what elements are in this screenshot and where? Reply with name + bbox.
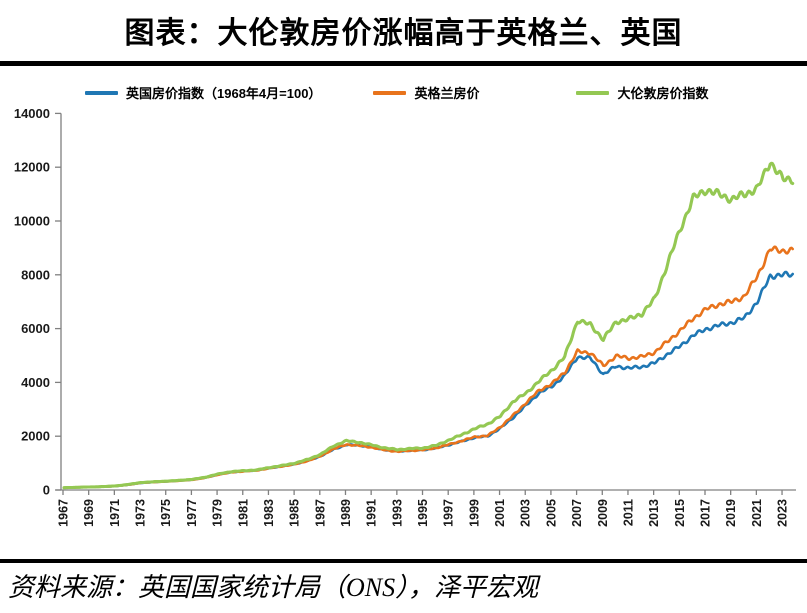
x-tick-label: 1971 [108,499,122,527]
x-tick-label: 2003 [519,499,533,527]
y-tick-label: 0 [43,483,50,498]
legend-item-england: 英格兰房价 [373,83,479,102]
title-divider [0,61,807,66]
series-line-1 [62,245,795,490]
x-tick-label: 1983 [262,499,276,527]
x-tick-label: 1997 [442,499,456,527]
x-tick-label: 1973 [134,499,148,527]
london-line-swatch-icon [576,90,610,95]
england-line-swatch-icon [373,90,407,95]
x-tick-label: 1991 [365,499,379,527]
x-tick-label: 1989 [339,499,353,527]
y-tick-label: 4000 [21,375,50,390]
x-tick-label: 2007 [570,499,584,527]
x-tick-label: 2013 [647,499,661,527]
axes [56,113,796,491]
house-price-line-chart: 0 2000 4000 6000 8000 10000 12000 14000 1967 1969… [14,106,796,527]
y-axis-labels: 0 2000 4000 6000 8000 10000 12000 14000 [14,106,61,498]
series-line-0 [62,270,795,490]
chart-legend: 英国房价指数（1968年4月=100） 英格兰房价 大伦敦房价指数 [0,83,807,102]
x-tick-label: 1969 [82,499,96,527]
x-tick-label: 1977 [185,499,199,527]
series-line-2 [62,161,795,490]
source-divider [0,559,807,563]
legend-item-london: 大伦敦房价指数 [576,83,708,102]
x-tick-label: 2011 [621,499,635,526]
x-tick-label: 2021 [750,499,764,527]
legend-label-uk-index: 英国房价指数（1968年4月=100） [126,86,322,101]
x-tick-label: 1981 [236,499,250,527]
source-note: 资料来源：英国国家统计局（ONS），泽平宏观 [8,573,539,602]
x-tick-label: 2019 [724,499,738,527]
x-tick-label: 2009 [596,499,610,527]
legend-label-england: 英格兰房价 [414,86,480,101]
x-tick-label: 2015 [673,499,687,527]
x-tick-label: 1995 [416,499,430,527]
x-tick-label: 2017 [699,499,713,527]
x-axis-labels: 1967 1969 1971 1973 1975 1977 1979 1981 1983 1985… [57,490,790,527]
uk-line-swatch-icon [85,90,118,95]
y-tick-label: 2000 [21,429,50,444]
x-tick-label: 1993 [390,499,404,527]
x-tick-label: 1987 [313,499,327,527]
y-tick-label: 6000 [21,321,50,336]
legend-label-london: 大伦敦房价指数 [617,86,709,101]
x-tick-label: 2023 [776,499,790,527]
x-tick-label: 1979 [211,499,225,527]
y-tick-label: 10000 [14,214,50,229]
x-tick-label: 1999 [467,499,481,527]
y-tick-label: 12000 [14,160,50,175]
x-tick-label: 2001 [493,499,507,527]
x-tick-label: 2005 [544,499,558,527]
y-tick-label: 14000 [14,106,50,121]
x-tick-label: 1967 [57,499,71,527]
x-tick-label: 1975 [159,499,173,527]
y-tick-label: 8000 [21,267,50,282]
x-tick-label: 1985 [288,499,302,527]
page-title: 图表：大伦敦房价涨幅高于英格兰、英国 [124,17,683,50]
legend-item-uk-index: 英国房价指数（1968年4月=100） [85,83,321,102]
